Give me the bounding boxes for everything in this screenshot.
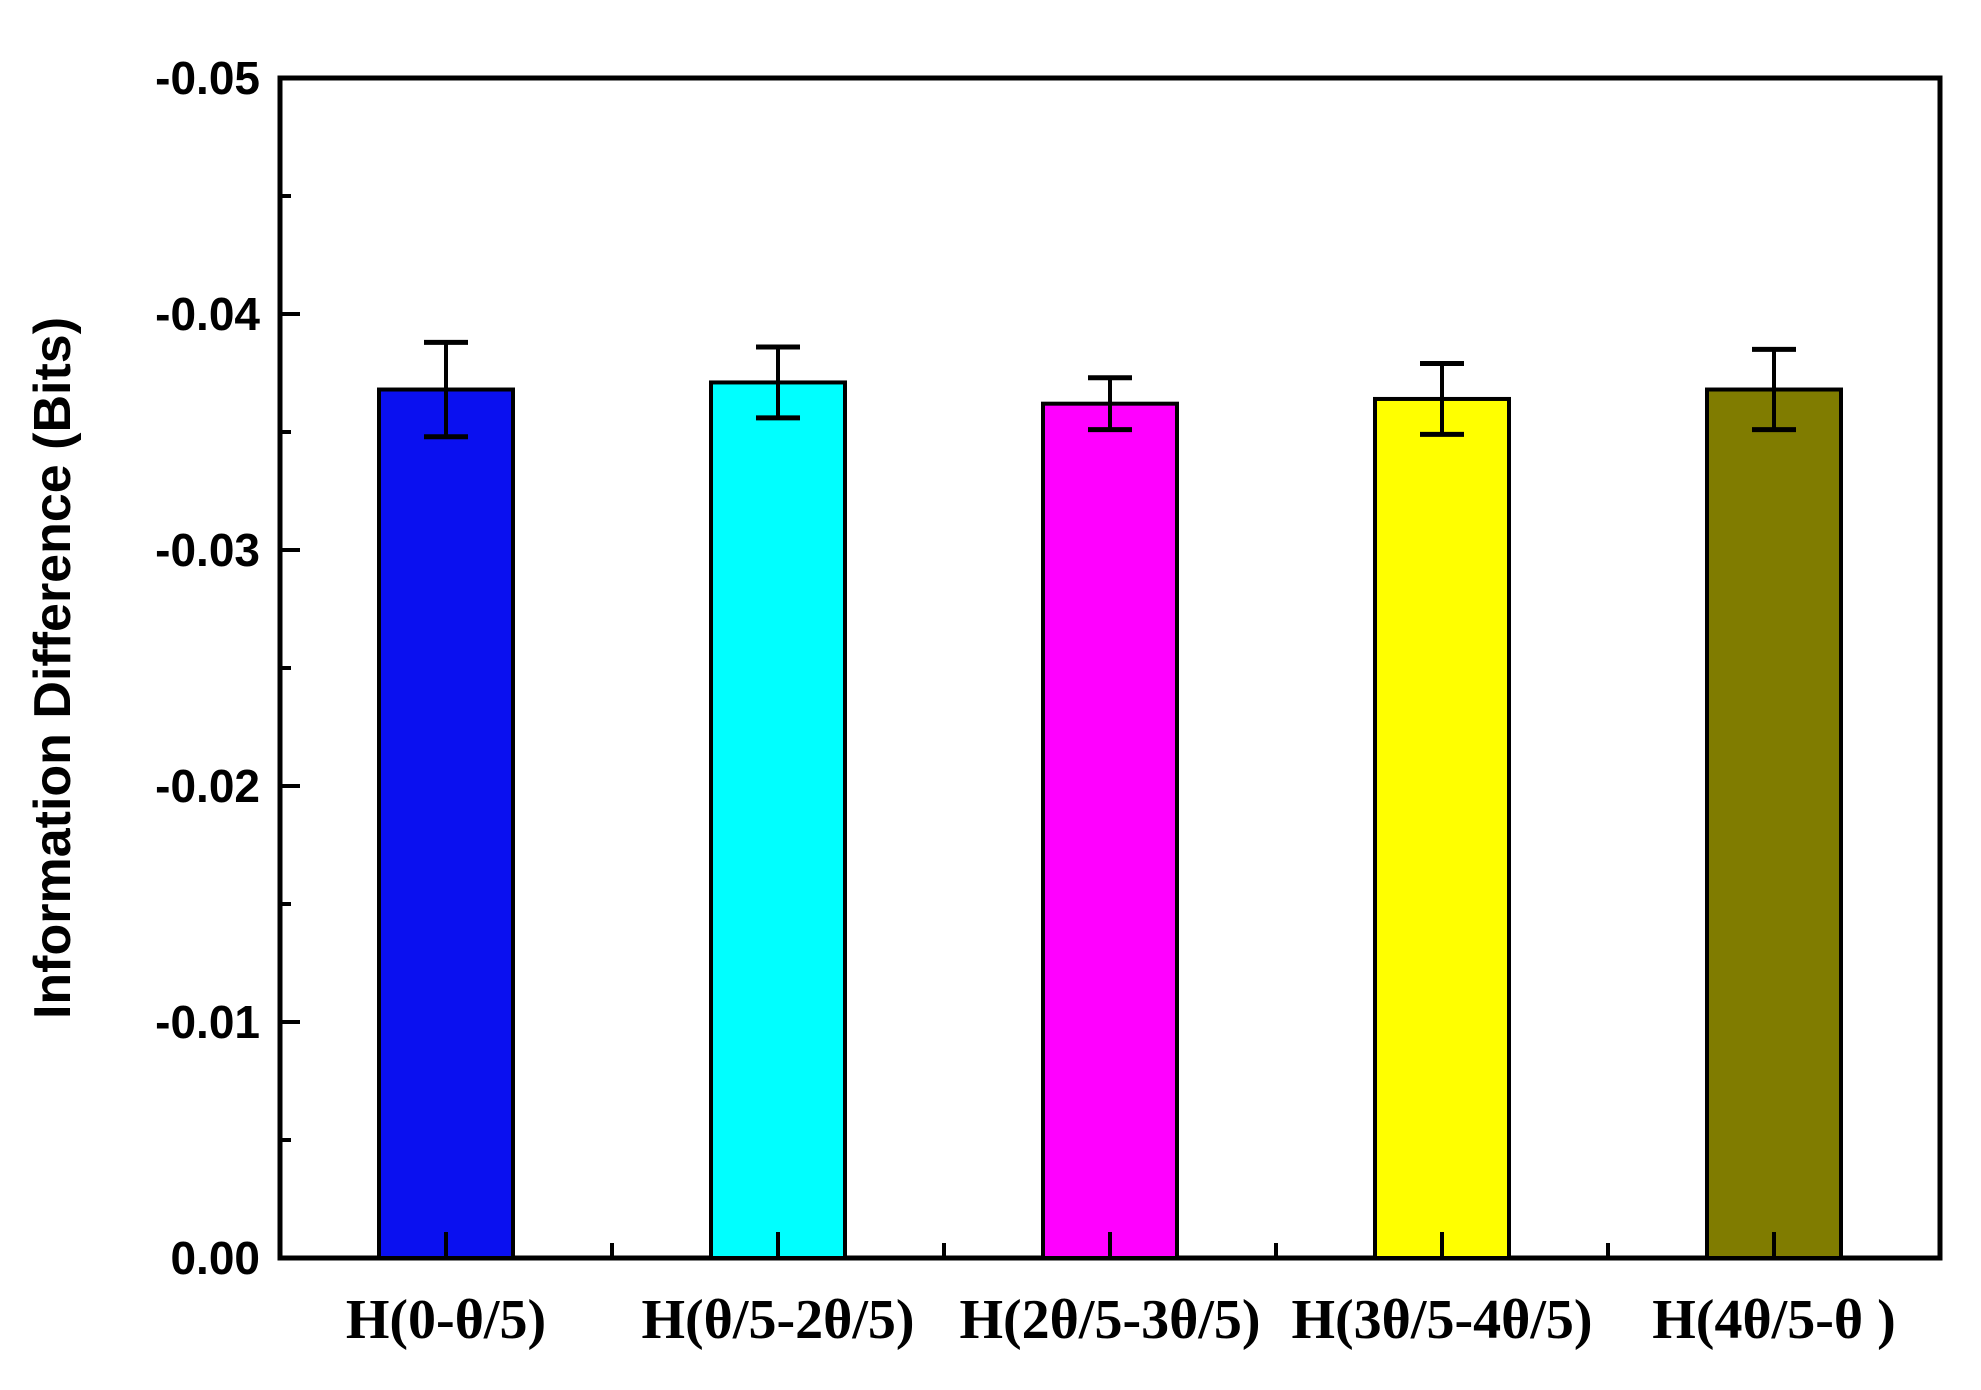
- y-tick-label: -0.03: [155, 524, 260, 576]
- y-tick-label: 0.00: [170, 1232, 260, 1284]
- y-tick-label: -0.02: [155, 760, 260, 812]
- bar: [1705, 387, 1843, 1260]
- y-axis-ticks: 0.00 -0.01 -0.02 -0.03 -0.04 -0.05: [155, 52, 300, 1284]
- x-category-label: H(0-θ/5): [346, 1289, 546, 1351]
- bar: [1373, 396, 1511, 1260]
- bar: [377, 387, 515, 1260]
- y-tick-label: -0.04: [155, 288, 260, 340]
- bars-layer: [377, 380, 1843, 1260]
- error-bars-layer: [424, 339, 1796, 440]
- x-axis-ticks: H(0-θ/5) H(θ/5-2θ/5) H(2θ/5-3θ/5) H(3θ/5-4θ…: [346, 1232, 1896, 1351]
- bar: [1041, 401, 1179, 1260]
- x-category-label: H(4θ/5-θ ): [1652, 1289, 1896, 1351]
- y-axis-title: Information Difference (Bits): [24, 317, 82, 1019]
- x-category-label: H(2θ/5-3θ/5): [959, 1289, 1260, 1351]
- x-category-label: H(θ/5-2θ/5): [641, 1289, 914, 1351]
- bar: [709, 380, 847, 1260]
- y-tick-label: -0.01: [155, 996, 260, 1048]
- y-tick-label: -0.05: [155, 52, 260, 104]
- x-category-label: H(3θ/5-4θ/5): [1291, 1289, 1592, 1351]
